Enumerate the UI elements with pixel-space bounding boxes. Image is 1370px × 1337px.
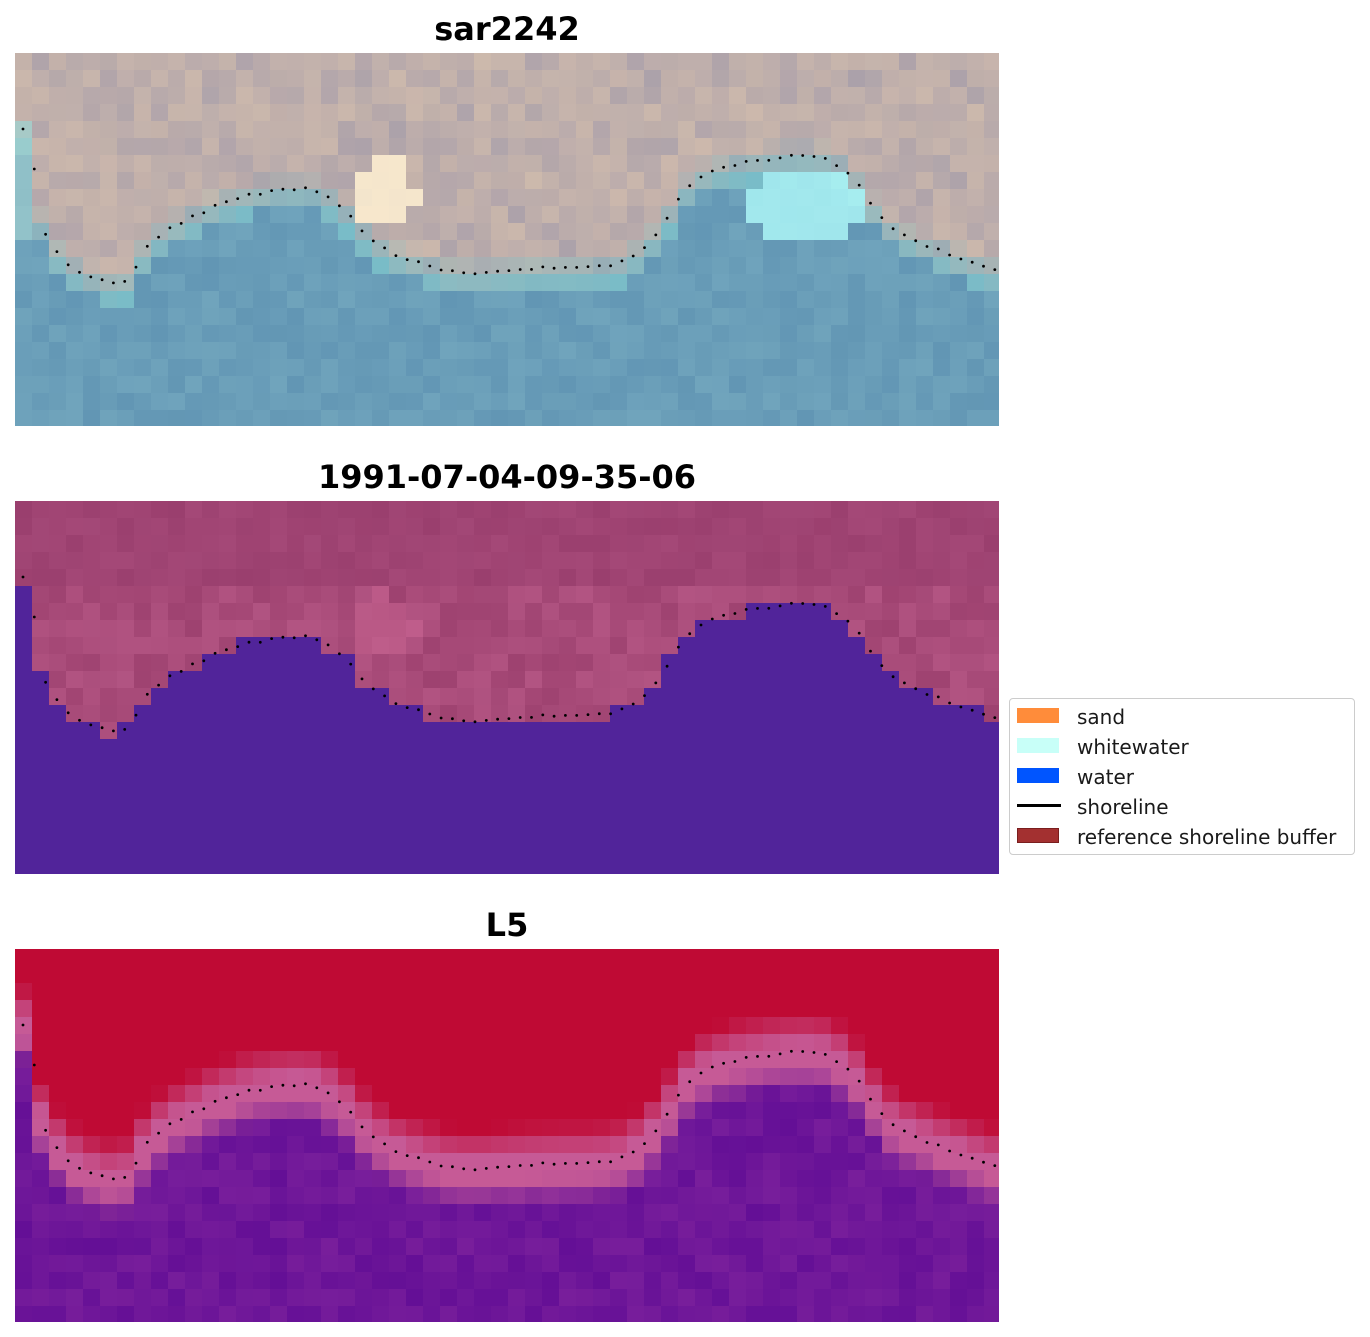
legend-item-sand: sand	[1017, 704, 1352, 729]
legend-label-water: water	[1077, 765, 1134, 789]
sand-swatch	[1017, 708, 1059, 723]
legend-item-buffer: reference shoreline buffer	[1017, 824, 1352, 849]
legend-item-whitewater: whitewater	[1017, 734, 1352, 759]
classified-image-panel	[15, 501, 999, 874]
shoreline-dots	[21, 1023, 997, 1181]
panel-title-3: L5	[485, 906, 529, 944]
shoreline-dots	[21, 127, 997, 285]
legend-item-water: water	[1017, 764, 1352, 789]
legend-label-whitewater: whitewater	[1077, 735, 1189, 759]
legend-label-buffer: reference shoreline buffer	[1077, 825, 1337, 849]
legend-label-sand: sand	[1077, 705, 1126, 729]
buffer-swatch	[1017, 828, 1059, 843]
legend-item-shoreline: shoreline	[1017, 794, 1352, 819]
probability-image-panel	[15, 949, 999, 1322]
satellite-image-panel	[15, 53, 999, 426]
legend: sand whitewater water shoreline referenc…	[1009, 698, 1355, 855]
panel-title-2: 1991-07-04-09-35-06	[317, 458, 697, 496]
shoreline-line-swatch	[1017, 804, 1061, 807]
water-swatch	[1017, 768, 1059, 783]
shoreline-dots	[21, 575, 997, 733]
whitewater-swatch	[1017, 738, 1059, 753]
legend-label-shoreline: shoreline	[1077, 795, 1169, 819]
panel-title-1: sar2242	[434, 10, 580, 48]
